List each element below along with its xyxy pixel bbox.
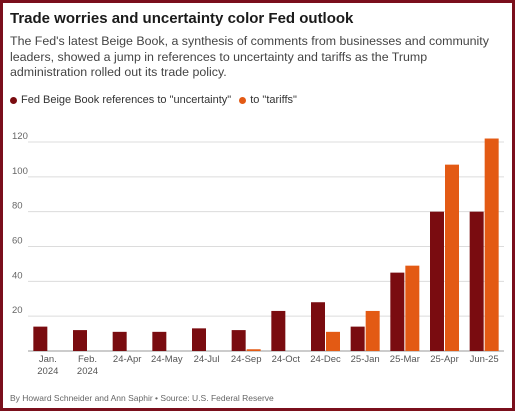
bar-uncertainty (469, 211, 484, 351)
x-tick-label: Feb. 2024 (77, 354, 98, 377)
chart-title: Trade worries and uncertainty color Fed … (10, 10, 354, 27)
y-tick-label: 20 (12, 305, 23, 316)
x-tick-label: 25-Mar (390, 354, 420, 365)
x-tick-label: 25-Apr (430, 354, 459, 365)
x-tick-label: 24-Jul (194, 354, 220, 365)
bar-tariffs (445, 164, 459, 351)
y-tick-label: 40 (12, 270, 23, 281)
x-tick-label: 24-Sep (231, 354, 262, 365)
y-tick-label: 120 (12, 131, 28, 142)
bar-uncertainty (192, 328, 206, 351)
bar-uncertainty (73, 330, 87, 351)
legend-label-tariffs: to "tariffs" (250, 94, 297, 106)
bar-uncertainty (112, 331, 127, 351)
bar-tariffs (246, 349, 261, 351)
x-tick-label: 25-Jan (351, 354, 380, 365)
bar-tariffs (405, 265, 420, 351)
legend: Fed Beige Book references to "uncertaint… (10, 94, 305, 106)
y-tick-label: 100 (12, 166, 28, 177)
bar-uncertainty (390, 272, 405, 351)
legend-label-uncertainty: Fed Beige Book references to "uncertaint… (21, 94, 232, 106)
bar-tariffs (365, 310, 380, 351)
bar-uncertainty (271, 310, 286, 351)
bar-tariffs (484, 138, 499, 351)
legend-swatch-tariffs (239, 96, 247, 104)
bar-uncertainty (350, 326, 365, 351)
bar-uncertainty (33, 326, 48, 351)
footer-credit: By Howard Schneider and Ann Saphir • Sou… (10, 393, 274, 403)
y-tick-label: 80 (12, 201, 23, 212)
bar-uncertainty (152, 331, 167, 351)
y-tick-label: 60 (12, 236, 23, 247)
x-tick-label: 24-Dec (310, 354, 341, 365)
chart-subtitle: The Fed's latest Beige Book, a synthesis… (10, 34, 489, 79)
bar-uncertainty (311, 302, 325, 351)
bar-uncertainty (430, 211, 444, 351)
legend-swatch-uncertainty (10, 96, 17, 104)
x-tick-label: 24-Oct (272, 354, 301, 365)
x-tick-label: 24-May (151, 354, 183, 365)
x-tick-label: Jan. 2024 (37, 354, 58, 377)
x-tick-label: 24-Apr (113, 354, 142, 365)
legend-item-uncertainty: Fed Beige Book references to "uncertaint… (10, 94, 231, 106)
bar-uncertainty (231, 330, 246, 351)
legend-item-tariffs: to "tariffs" (239, 94, 297, 106)
x-tick-label: Jun-25 (470, 354, 499, 365)
bar-tariffs (326, 331, 340, 351)
